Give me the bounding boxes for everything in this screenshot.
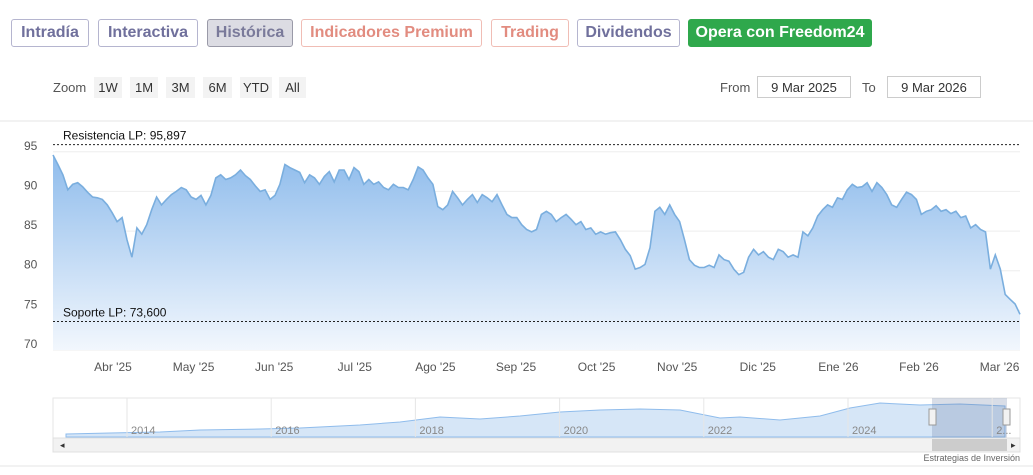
area xyxy=(53,155,1020,350)
navigator-year: 2020 xyxy=(564,425,588,437)
x-tick-label: Feb '26 xyxy=(899,360,939,374)
navigator-handle[interactable] xyxy=(1002,408,1011,426)
x-tick-label: Mar '26 xyxy=(980,360,1020,374)
tab-button[interactable]: Opera con Freedom24 xyxy=(688,19,872,47)
navigator-year: 2... xyxy=(996,425,1011,437)
y-tick-label: 90 xyxy=(24,178,38,192)
plot-line-label: Resistencia LP: 95,897 xyxy=(63,129,187,143)
x-tick-label: May '25 xyxy=(173,360,215,374)
x-tick-label: Ene '26 xyxy=(818,360,859,374)
navigator-year: 2022 xyxy=(708,425,732,437)
x-tick-label: Sep '25 xyxy=(496,360,537,374)
tab[interactable]: Histórica xyxy=(207,19,293,47)
x-tick-label: Oct '25 xyxy=(578,360,616,374)
to-input[interactable]: 9 Mar 2026 xyxy=(887,76,981,98)
scroll-arrow[interactable]: ◂ xyxy=(60,440,65,450)
navigator-handle[interactable] xyxy=(928,408,937,426)
y-tick-label: 80 xyxy=(24,258,38,272)
tab[interactable]: Interactiva xyxy=(98,19,198,47)
y-tick-label: 95 xyxy=(24,139,38,153)
x-tick-label: Jun '25 xyxy=(255,360,294,374)
y-tick-label: 75 xyxy=(24,297,38,311)
x-tick-label: Dic '25 xyxy=(740,360,777,374)
zoom-button[interactable]: 1W xyxy=(94,77,122,98)
line xyxy=(52,154,1021,315)
scrollbar[interactable] xyxy=(52,437,1021,453)
navigator-year: 2024 xyxy=(852,425,876,437)
footer: Estrategias de Inversión xyxy=(923,453,1020,463)
navigator-year: 2014 xyxy=(131,425,155,437)
y-tick-label: 70 xyxy=(24,337,38,351)
x-tick-label: Nov '25 xyxy=(657,360,698,374)
from-input[interactable]: 9 Mar 2025 xyxy=(757,76,851,98)
x-tick-label: Abr '25 xyxy=(94,360,132,374)
x-tick-label: Jul '25 xyxy=(338,360,373,374)
tab[interactable]: Intradía xyxy=(11,19,89,47)
zoom-label: Zoom xyxy=(53,80,87,95)
scroll-arrow[interactable]: ▸ xyxy=(1011,440,1016,450)
navigator-year: 2018 xyxy=(419,425,443,437)
zoom-button[interactable]: 3M xyxy=(166,77,195,98)
navigator-selection[interactable] xyxy=(932,398,1007,438)
zoom-button[interactable]: All xyxy=(279,77,306,98)
zoom-button[interactable]: YTD xyxy=(240,77,272,98)
x-tick-label: Ago '25 xyxy=(415,360,456,374)
from-label: From xyxy=(720,80,751,95)
tab[interactable]: Trading xyxy=(491,19,569,47)
navigator-series xyxy=(65,402,1006,438)
scrollbar-thumb[interactable] xyxy=(932,439,1007,451)
tab[interactable]: Dividendos xyxy=(577,19,680,47)
to-label: To xyxy=(862,80,876,95)
y-tick-label: 85 xyxy=(24,218,38,232)
tab[interactable]: Indicadores Premium xyxy=(301,19,482,47)
zoom-button[interactable]: 6M xyxy=(203,77,232,98)
zoom-button[interactable]: 1M xyxy=(130,77,158,98)
plot-line-label: Soporte LP: 73,600 xyxy=(63,305,167,319)
navigator-year: 2016 xyxy=(275,425,299,437)
